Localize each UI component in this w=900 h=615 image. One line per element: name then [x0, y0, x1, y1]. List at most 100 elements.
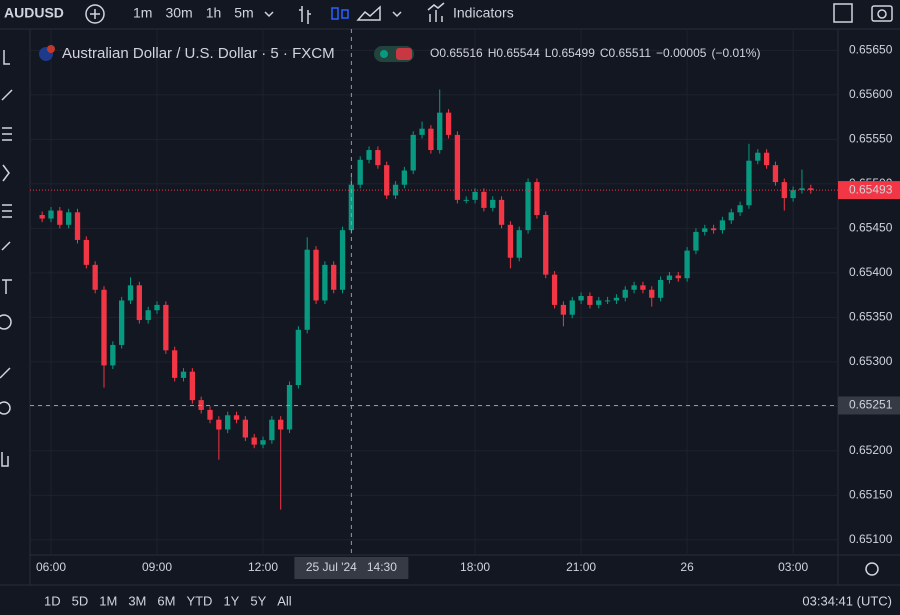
candle-body [437, 112, 443, 151]
interval[interactable]: 1m [133, 5, 152, 21]
candle-body [746, 160, 752, 206]
candle-body [286, 385, 293, 430]
range-button[interactable]: YTD [186, 593, 212, 608]
magnet-tool[interactable] [1, 452, 9, 467]
candle-body [463, 199, 469, 201]
x-tick-label: 21:00 [566, 560, 596, 574]
candle-body [410, 134, 416, 171]
interval[interactable]: 5m [234, 5, 253, 21]
candle-body [490, 199, 496, 208]
candle-body [384, 165, 390, 196]
candle-body [304, 249, 310, 330]
range-button[interactable]: All [277, 593, 292, 608]
ruler-tool[interactable] [0, 367, 11, 379]
fullscreen-icon[interactable] [833, 3, 853, 23]
settings-icon[interactable] [865, 562, 879, 576]
candle-body [719, 220, 726, 231]
x-tick-label: 09:00 [142, 560, 172, 574]
candle-body [339, 230, 346, 290]
crosshair-y-label: 0.65251 [849, 398, 893, 412]
plus-icon [90, 9, 100, 19]
indicators-button[interactable]: Indicators [453, 5, 514, 21]
range-button[interactable]: 5D [72, 593, 89, 608]
range-button[interactable]: 6M [157, 593, 175, 608]
candle-body [693, 231, 699, 251]
candle-body [790, 190, 796, 199]
status-dot [380, 50, 388, 58]
candle-body [516, 230, 522, 258]
y-tick-label: 0.65350 [849, 310, 893, 324]
symbol[interactable]: AUDUSD [4, 5, 64, 21]
dropdown[interactable] [264, 11, 274, 18]
candle-body [74, 212, 81, 240]
clock: 03:34:41 (UTC) [802, 593, 892, 608]
y-tick-label: 0.65150 [849, 488, 893, 502]
x-tick-label: 12:00 [248, 560, 278, 574]
interval[interactable]: 1h [206, 5, 222, 21]
y-tick-label: 0.65200 [849, 443, 893, 457]
crosshair-x-tag [294, 557, 409, 579]
candle-body [233, 415, 240, 420]
fib-tool[interactable] [2, 127, 12, 141]
candle-body [702, 228, 708, 232]
bars-icon[interactable] [299, 6, 311, 24]
emoji-tool[interactable] [0, 314, 12, 330]
projection-tool[interactable] [2, 204, 12, 218]
range-button[interactable]: 3M [128, 593, 146, 608]
intervals: 1m 30m 1h 5m [133, 5, 254, 21]
candle-body [498, 199, 505, 225]
candle-body [481, 191, 487, 208]
interval[interactable]: 30m [165, 5, 192, 21]
candle-body [808, 188, 814, 191]
candle-body [604, 300, 611, 302]
candle-body [357, 159, 363, 185]
candle-body [331, 264, 337, 290]
candle-body [127, 285, 134, 301]
zoom-tool[interactable] [0, 401, 11, 415]
legend-value: 0.65544 [496, 46, 540, 60]
range-button[interactable]: 5Y [250, 593, 266, 608]
candle-body [657, 279, 664, 298]
candle-body [322, 264, 328, 301]
last-price-tag [838, 181, 900, 200]
range-button[interactable]: 1Y [223, 593, 239, 608]
candle-body [92, 264, 98, 290]
candle-body [675, 275, 681, 279]
area-icon[interactable] [356, 5, 381, 21]
candle-body [649, 289, 655, 298]
text-tool[interactable] [2, 279, 12, 294]
drawing-tools [0, 50, 13, 467]
y-tick-label: 0.65650 [849, 43, 893, 57]
candle-body [295, 329, 302, 386]
pattern-tool[interactable] [2, 164, 10, 182]
crosshair-y-tag [838, 396, 900, 415]
candles-icon [341, 9, 349, 19]
candle-body [145, 310, 151, 321]
candle-body [48, 210, 54, 219]
snapshot-icon[interactable] [871, 5, 893, 22]
candle-body [613, 297, 620, 301]
range-button[interactable]: 1D [44, 593, 61, 608]
candle-body [684, 250, 690, 279]
candle-body [587, 296, 593, 305]
crosshair-x-label: 25 Jul '24 14:30 [306, 560, 397, 574]
legend-value: 0.65516 [439, 46, 483, 60]
cursor-tool[interactable] [3, 50, 10, 65]
line-tool[interactable] [1, 89, 13, 101]
range-button[interactable]: 1M [99, 593, 117, 608]
legend-key: C [600, 46, 609, 60]
brush-tool[interactable] [1, 241, 11, 251]
candle-body [551, 274, 558, 305]
plot: 0.651000.651500.652000.652500.653000.653… [30, 29, 900, 579]
chart-title: Australian Dollar / U.S. Dollar · 5 · FX… [62, 45, 335, 62]
candle-body [631, 285, 637, 290]
candle-body [101, 289, 107, 366]
dropdown[interactable] [392, 11, 402, 18]
candles-icon[interactable] [331, 7, 339, 20]
candle-body [401, 170, 408, 185]
candle-body [189, 371, 195, 401]
candle-body [172, 350, 178, 378]
add-symbol[interactable] [85, 4, 105, 24]
